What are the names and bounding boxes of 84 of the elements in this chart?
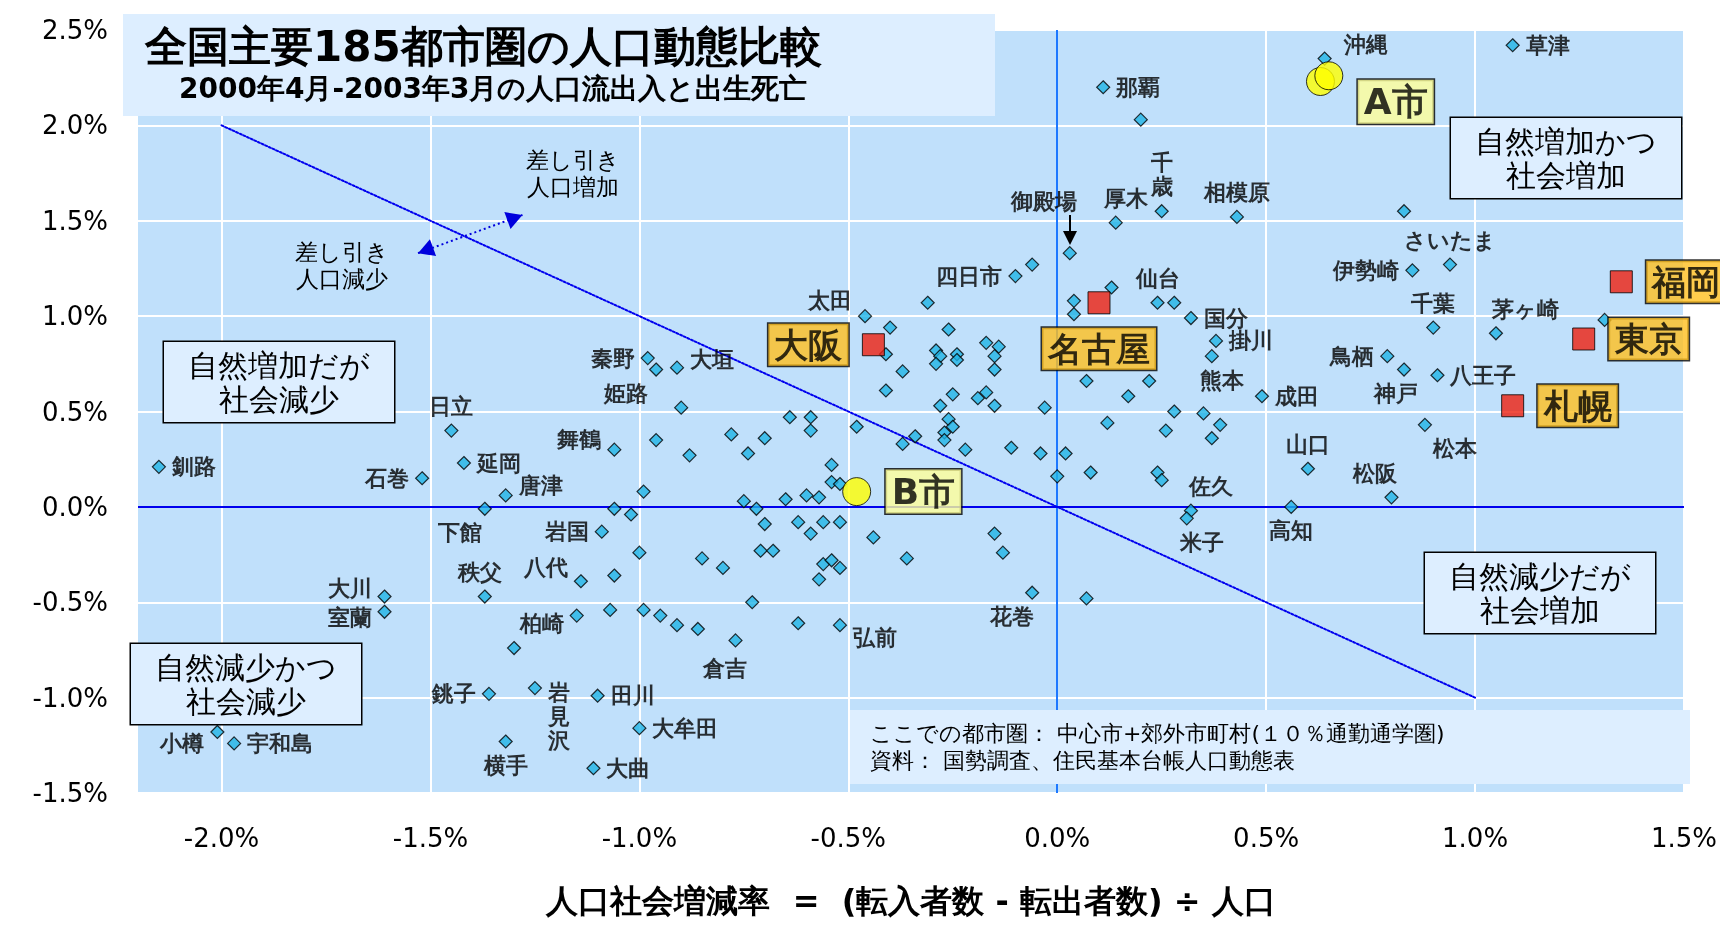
annotation: 松本 [1431, 436, 1478, 462]
annotation: 東京 [1613, 319, 1683, 360]
note-panel: ここでの都市圏： 中心市+郊外市町村(１０％通勤通学圏) 資料： 国勢調査、住民基本台帳人口動態表 [850, 710, 1690, 784]
annotation: 秩父 [456, 560, 502, 586]
annotation: 佐久 [1187, 474, 1234, 500]
annotation: 千歳 [1149, 149, 1173, 199]
annotation: 仙台 [1134, 266, 1180, 292]
annotation: 自然減少だが社会増加 [1449, 558, 1631, 628]
x-tick-label: -0.5% [810, 823, 887, 853]
annotation: B市 [891, 471, 956, 513]
x-tick-label: 1.0% [1442, 823, 1509, 853]
annotation: 成田 [1273, 383, 1319, 409]
x-tick-label: 0.5% [1233, 823, 1300, 853]
annotation: 名古屋 [1047, 328, 1151, 369]
y-tick-label: 2.0% [41, 110, 108, 141]
y-tick-label: -0.5% [32, 587, 108, 618]
annotation: 福岡 [1650, 261, 1721, 302]
x-axis-title: 人口社会増減率 = (転入者数 - 転出者数) ÷ 人口 [545, 882, 1276, 920]
annotation: 室蘭 [327, 605, 372, 631]
x-tick-label: 1.5% [1650, 823, 1717, 853]
x-tick-label: 0.0% [1024, 823, 1091, 853]
y-tick-label: 0.5% [41, 396, 108, 427]
annotation: 札幌 [1542, 385, 1612, 426]
annotation: 下館 [436, 520, 482, 546]
annotation: 大阪 [774, 324, 844, 365]
y-tick-label: 0.0% [41, 491, 108, 522]
annotation: さいたま [1403, 228, 1496, 254]
annotation: 鳥栖 [1329, 343, 1375, 369]
y-tick-label: 1.5% [41, 205, 108, 236]
annotation: 自然増加だが社会減少 [188, 347, 370, 417]
annotation: 千葉 [1410, 291, 1456, 317]
annotation: 草津 [1524, 32, 1570, 58]
y-tick-label: 2.5% [41, 15, 108, 45]
annotation: 神戸 [1373, 381, 1419, 407]
annotation: 秦野 [590, 345, 635, 371]
annotation: 高知 [1269, 518, 1314, 544]
annotation: 八代 [522, 554, 568, 580]
annotation: 大垣 [690, 347, 734, 373]
annotation: 松阪 [1352, 460, 1399, 486]
annotation: 柏崎 [518, 611, 564, 637]
annotation: 釧路 [170, 454, 216, 480]
annotation: 石巻 [364, 465, 410, 491]
annotation: 延岡 [474, 450, 521, 476]
annotation: 自然増加かつ社会増加 [1475, 123, 1657, 193]
annotation: 岩国 [543, 519, 589, 545]
annotation: 大曲 [606, 755, 651, 781]
annotation: 日立 [429, 394, 474, 420]
annotation: 花巻 [989, 604, 1035, 630]
annotation: 山口 [1285, 432, 1330, 458]
y-tick-label: -1.5% [32, 778, 108, 808]
x-tick-label: -1.5% [392, 823, 469, 853]
annotation: 小樽 [159, 731, 205, 757]
y-tick-label: 1.0% [41, 301, 108, 332]
annotation: 沖縄 [1342, 32, 1388, 58]
annotation: 四日市 [936, 263, 1003, 289]
annotation: 那覇 [1115, 74, 1161, 100]
annotation: 弘前 [851, 624, 897, 650]
annotation: 大川 [327, 576, 372, 602]
annotation: A市 [1363, 81, 1428, 123]
x-tick-label: -2.0% [183, 823, 260, 853]
annotation: 姫路 [603, 381, 649, 407]
annotation: 銚子 [430, 681, 476, 707]
annotation: 岩見沢 [546, 679, 571, 753]
chart-title: 全国主要185都市圏の人口動態比較 [145, 22, 823, 72]
annotation: 八王子 [1449, 362, 1517, 388]
x-tick-label: -1.0% [601, 823, 678, 853]
annotation: 横手 [482, 753, 528, 778]
annotation: 差し引き人口減少 [295, 238, 389, 292]
annotation: 厚木 [1102, 186, 1149, 212]
annotation: 宇和島 [247, 730, 314, 756]
annotation: 伊勢崎 [1332, 257, 1400, 283]
title-banner: 全国主要185都市圏の人口動態比較 2000年4月-2003年3月の人口流出入と出生死亡 [123, 14, 995, 116]
annotation: 大牟田 [652, 715, 719, 741]
annotation: 米子 [1178, 529, 1224, 555]
y-tick-label: -1.0% [32, 682, 108, 713]
annotation: 太田 [807, 287, 853, 313]
annotation: 相模原 [1202, 180, 1270, 206]
annotation: 熊本 [1199, 367, 1245, 393]
annotation: 自然減少かつ社会減少 [155, 649, 337, 719]
annotation: 田川 [610, 683, 655, 709]
annotation: 倉吉 [702, 655, 748, 681]
annotation: 茅ヶ崎 [1491, 296, 1560, 322]
annotation: 差し引き人口増加 [526, 146, 620, 200]
annotation: 舞鶴 [556, 427, 602, 453]
